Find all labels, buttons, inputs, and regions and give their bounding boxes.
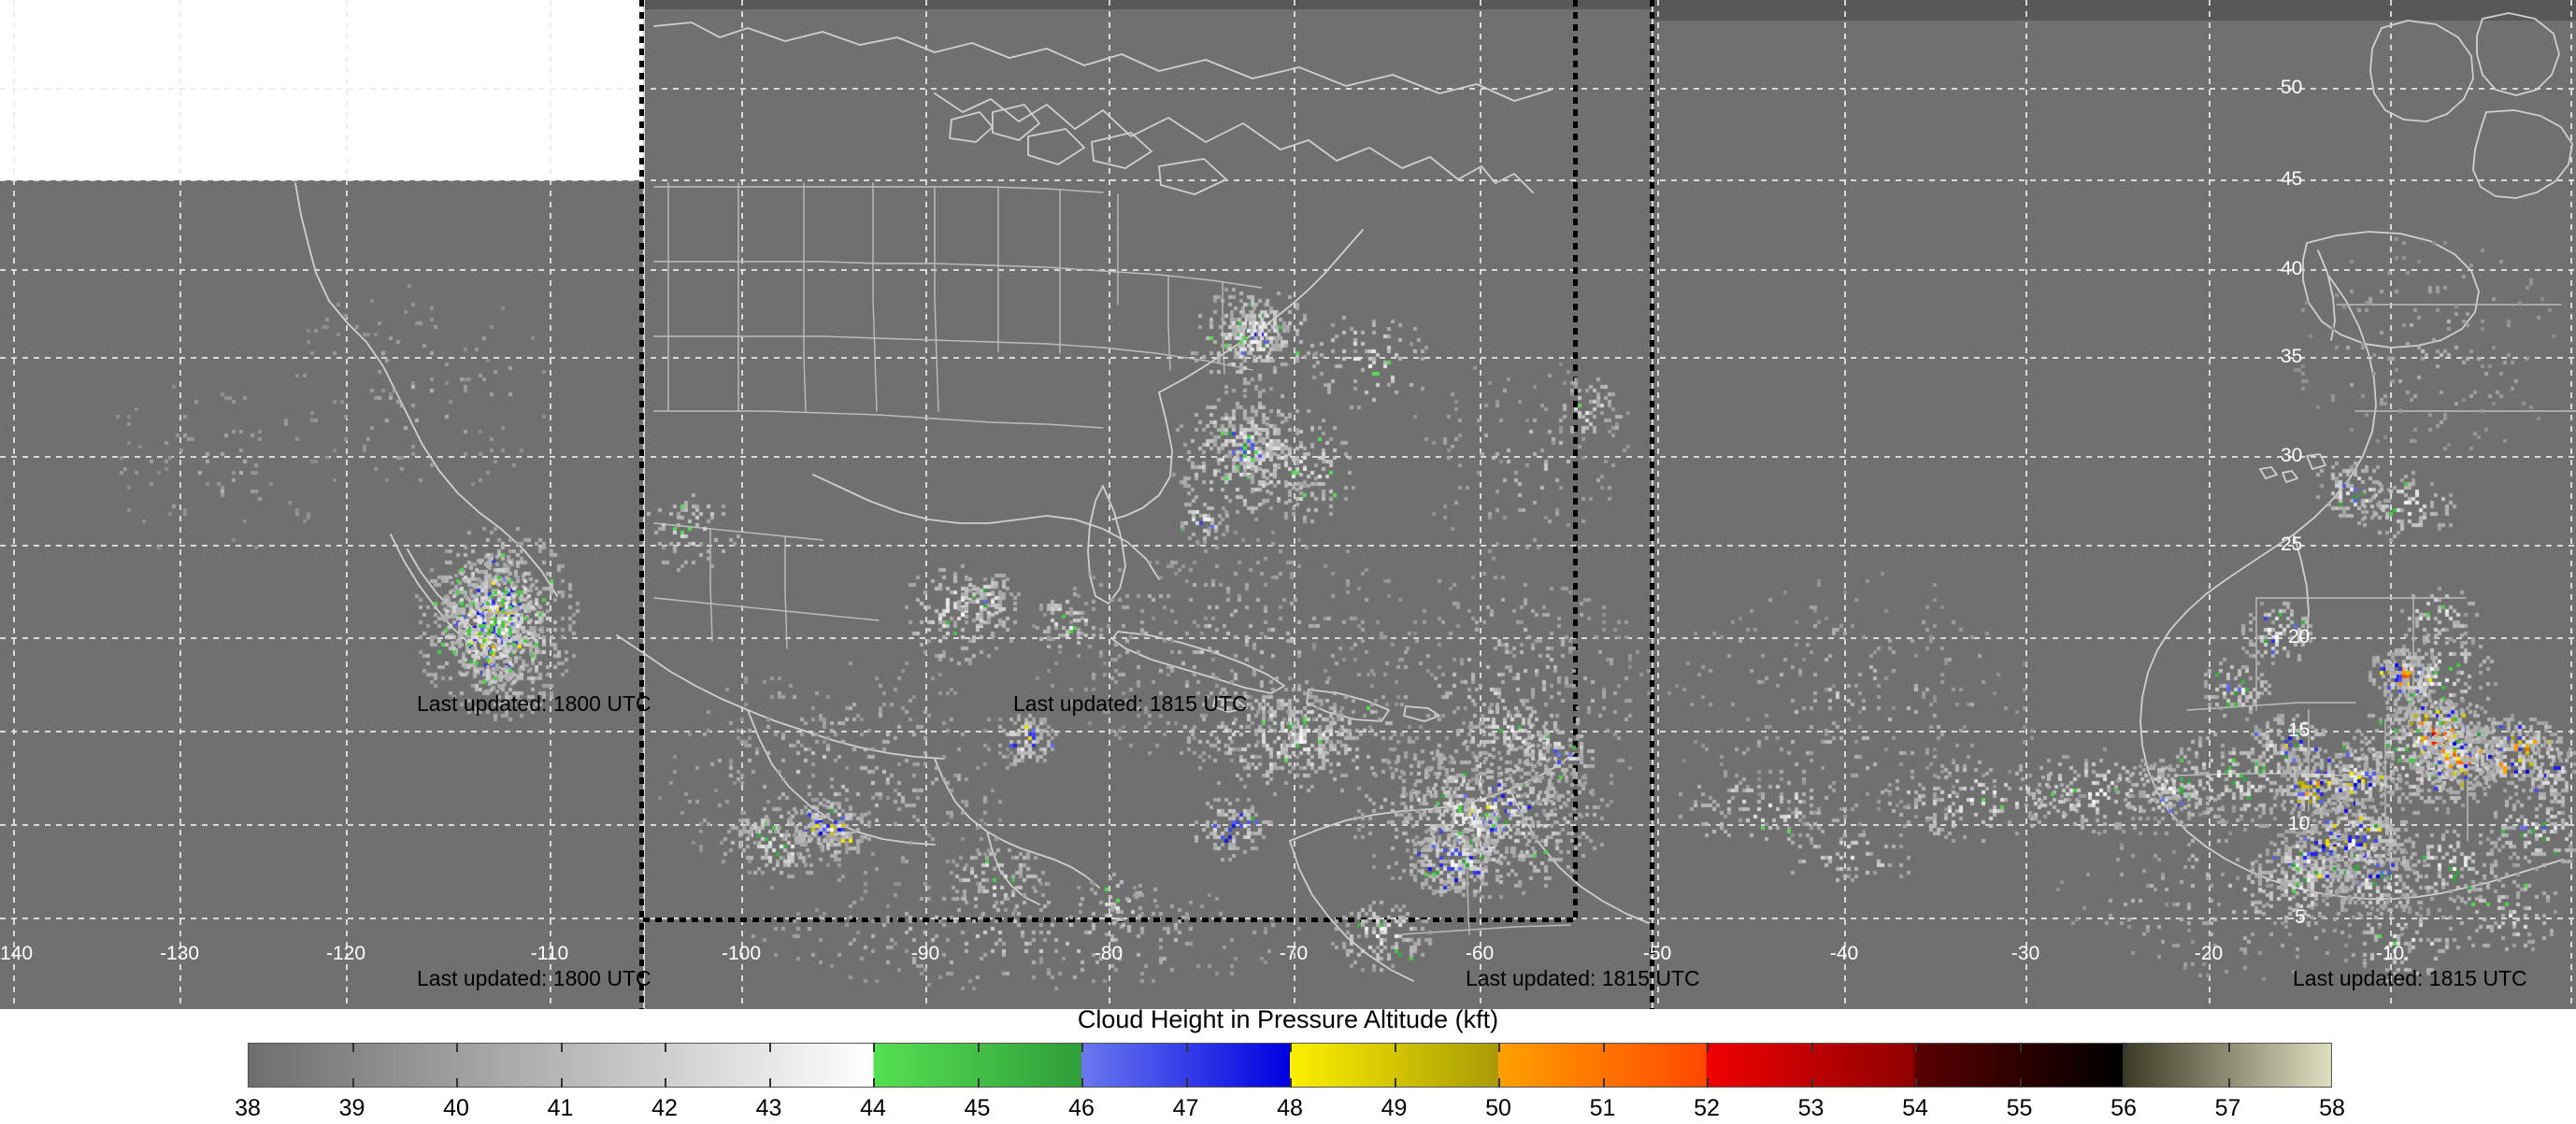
lon-label--10: -10 [2375,943,2405,964]
colorbar-tick-labels: 38 39 40 41 42 43 44 45 46 47 48 49 50 51 52 53 54 55 56 57… [235,1095,2345,1123]
colorbar-tick-top-39 [351,1043,354,1052]
colorbar-tick-top-48 [1290,1043,1292,1052]
colorbar-tick-bottom-54 [1915,1078,1917,1088]
colorbar-tick-bottom-50 [1498,1078,1500,1088]
colorbar-label-55: 55 [2006,1095,2033,1121]
lon-label--30: -30 [2011,943,2040,964]
lat-label-50: 50 [2281,77,2303,98]
colorbar-tick-bottom-55 [2019,1078,2022,1088]
colorbar-tick-top-54 [1915,1043,1917,1052]
lon-label--50: -50 [1642,943,1672,964]
colorbar-tick-bottom-51 [1602,1078,1605,1088]
lon-label--100: -100 [721,943,762,964]
colorbar-label-41: 41 [547,1095,574,1121]
lat-label-10: 10 [2288,813,2311,834]
lon-label--80: -80 [1094,943,1123,964]
colorbar-label-50: 50 [1485,1095,1511,1121]
timestamp-central-inner: Last updated: 1815 UTC [1013,691,1248,716]
lat-label-30: 30 [2281,445,2303,466]
colorbar-tick-bottom-44 [873,1078,875,1088]
colorbar-tick-bottom-46 [1081,1078,1083,1088]
colorbar-label-45: 45 [964,1095,991,1121]
colorbar-tick-bottom-47 [1185,1078,1188,1088]
colorbar-panel: Cloud Height in Pressure Altitude (kft) … [0,1005,2576,1124]
lon-label--40: -40 [1829,943,1859,964]
colorbar-label-48: 48 [1277,1095,1303,1121]
colorbar-label-39: 39 [338,1095,365,1121]
colorbar-tick-top-42 [665,1043,666,1052]
colorbar-tick-top-45 [977,1043,980,1052]
lat-label-45: 45 [2281,168,2303,190]
colorbar-title: Cloud Height in Pressure Altitude (kft) [1077,1005,1499,1033]
colorbar-tick-bottom-43 [768,1078,771,1088]
colorbar-tick-top-43 [768,1043,771,1052]
cloud-field-layer [0,0,2576,1009]
lon-label--90: -90 [910,943,940,964]
colorbar-tick-bottom-42 [665,1078,666,1088]
colorbar-tick-top-40 [456,1043,458,1052]
colorbar-label-40: 40 [443,1095,469,1121]
lon-label--70: -70 [1279,943,1309,964]
timestamp-central-axis: Last updated: 1815 UTC [1466,966,1700,990]
lon-label--60: -60 [1465,943,1495,964]
colorbar-label-44: 44 [860,1095,886,1121]
colorbar-ticks [248,1043,2332,1088]
colorbar-label-58: 58 [2319,1095,2345,1121]
colorbar-label-47: 47 [1172,1095,1199,1121]
colorbar-label-38: 38 [235,1095,261,1121]
colorbar-tick-bottom-56 [2124,1078,2125,1088]
colorbar-tick-top-49 [1394,1043,1396,1052]
colorbar-tick-top-55 [2019,1043,2022,1052]
lon-label--120: -120 [325,943,366,964]
colorbar-tick-top-44 [873,1043,875,1052]
colorbar-tick-top-52 [1707,1043,1709,1052]
colorbar-tick-bottom-52 [1707,1078,1709,1088]
colorbar-tick-top-57 [2227,1043,2230,1052]
colorbar-label-49: 49 [1381,1095,1408,1121]
colorbar-tick-top-56 [2124,1043,2125,1052]
colorbar-label-57: 57 [2214,1095,2241,1121]
timestamp-east-axis: Last updated: 1815 UTC [2293,966,2527,990]
timestamp-west-inner: Last updated: 1800 UTC [417,691,651,716]
colorbar-tick-top-51 [1602,1043,1605,1052]
colorbar-label-54: 54 [1902,1095,1928,1121]
colorbar-tick-top-47 [1185,1043,1188,1052]
colorbar-tick-top-41 [560,1043,563,1052]
colorbar-label-52: 52 [1694,1095,1720,1121]
colorbar-tick-bottom-48 [1290,1078,1292,1088]
colorbar-tick-top-50 [1498,1043,1500,1052]
colorbar-label-56: 56 [2111,1095,2137,1121]
colorbar-tick-bottom-57 [2227,1078,2230,1088]
lat-label-5: 5 [2295,906,2306,928]
colorbar-tick-bottom-53 [1810,1078,1813,1088]
colorbar-label-46: 46 [1068,1095,1095,1121]
lat-label-15: 15 [2288,719,2311,741]
satellite-map[interactable]: -140 -130 -120 -110 -100 -90 -80 -70 -60… [0,0,2576,1009]
lat-label-40: 40 [2281,258,2303,279]
colorbar-tick-bottom-41 [560,1078,563,1088]
timestamp-west-axis: Last updated: 1800 UTC [417,966,651,990]
colorbar-tick-bottom-45 [977,1078,980,1088]
colorbar-label-53: 53 [1797,1095,1825,1121]
colorbar-label-51: 51 [1589,1095,1616,1121]
colorbar-tick-bottom-40 [456,1078,458,1088]
lon-label--20: -20 [2194,943,2224,964]
colorbar-label-42: 42 [651,1095,678,1121]
colorbar-tick-top-53 [1810,1043,1813,1052]
lon-label--130: -130 [159,943,200,964]
lon-label--140: -140 [0,943,34,964]
colorbar-tick-bottom-49 [1394,1078,1396,1088]
lat-label-25: 25 [2281,534,2303,555]
lon-label--110: -110 [530,943,569,964]
colorbar-tick-bottom-39 [351,1078,354,1088]
lat-label-20: 20 [2288,626,2311,647]
colorbar-tick-top-46 [1081,1043,1083,1052]
lat-label-35: 35 [2281,346,2303,367]
colorbar-label-43: 43 [755,1095,782,1121]
